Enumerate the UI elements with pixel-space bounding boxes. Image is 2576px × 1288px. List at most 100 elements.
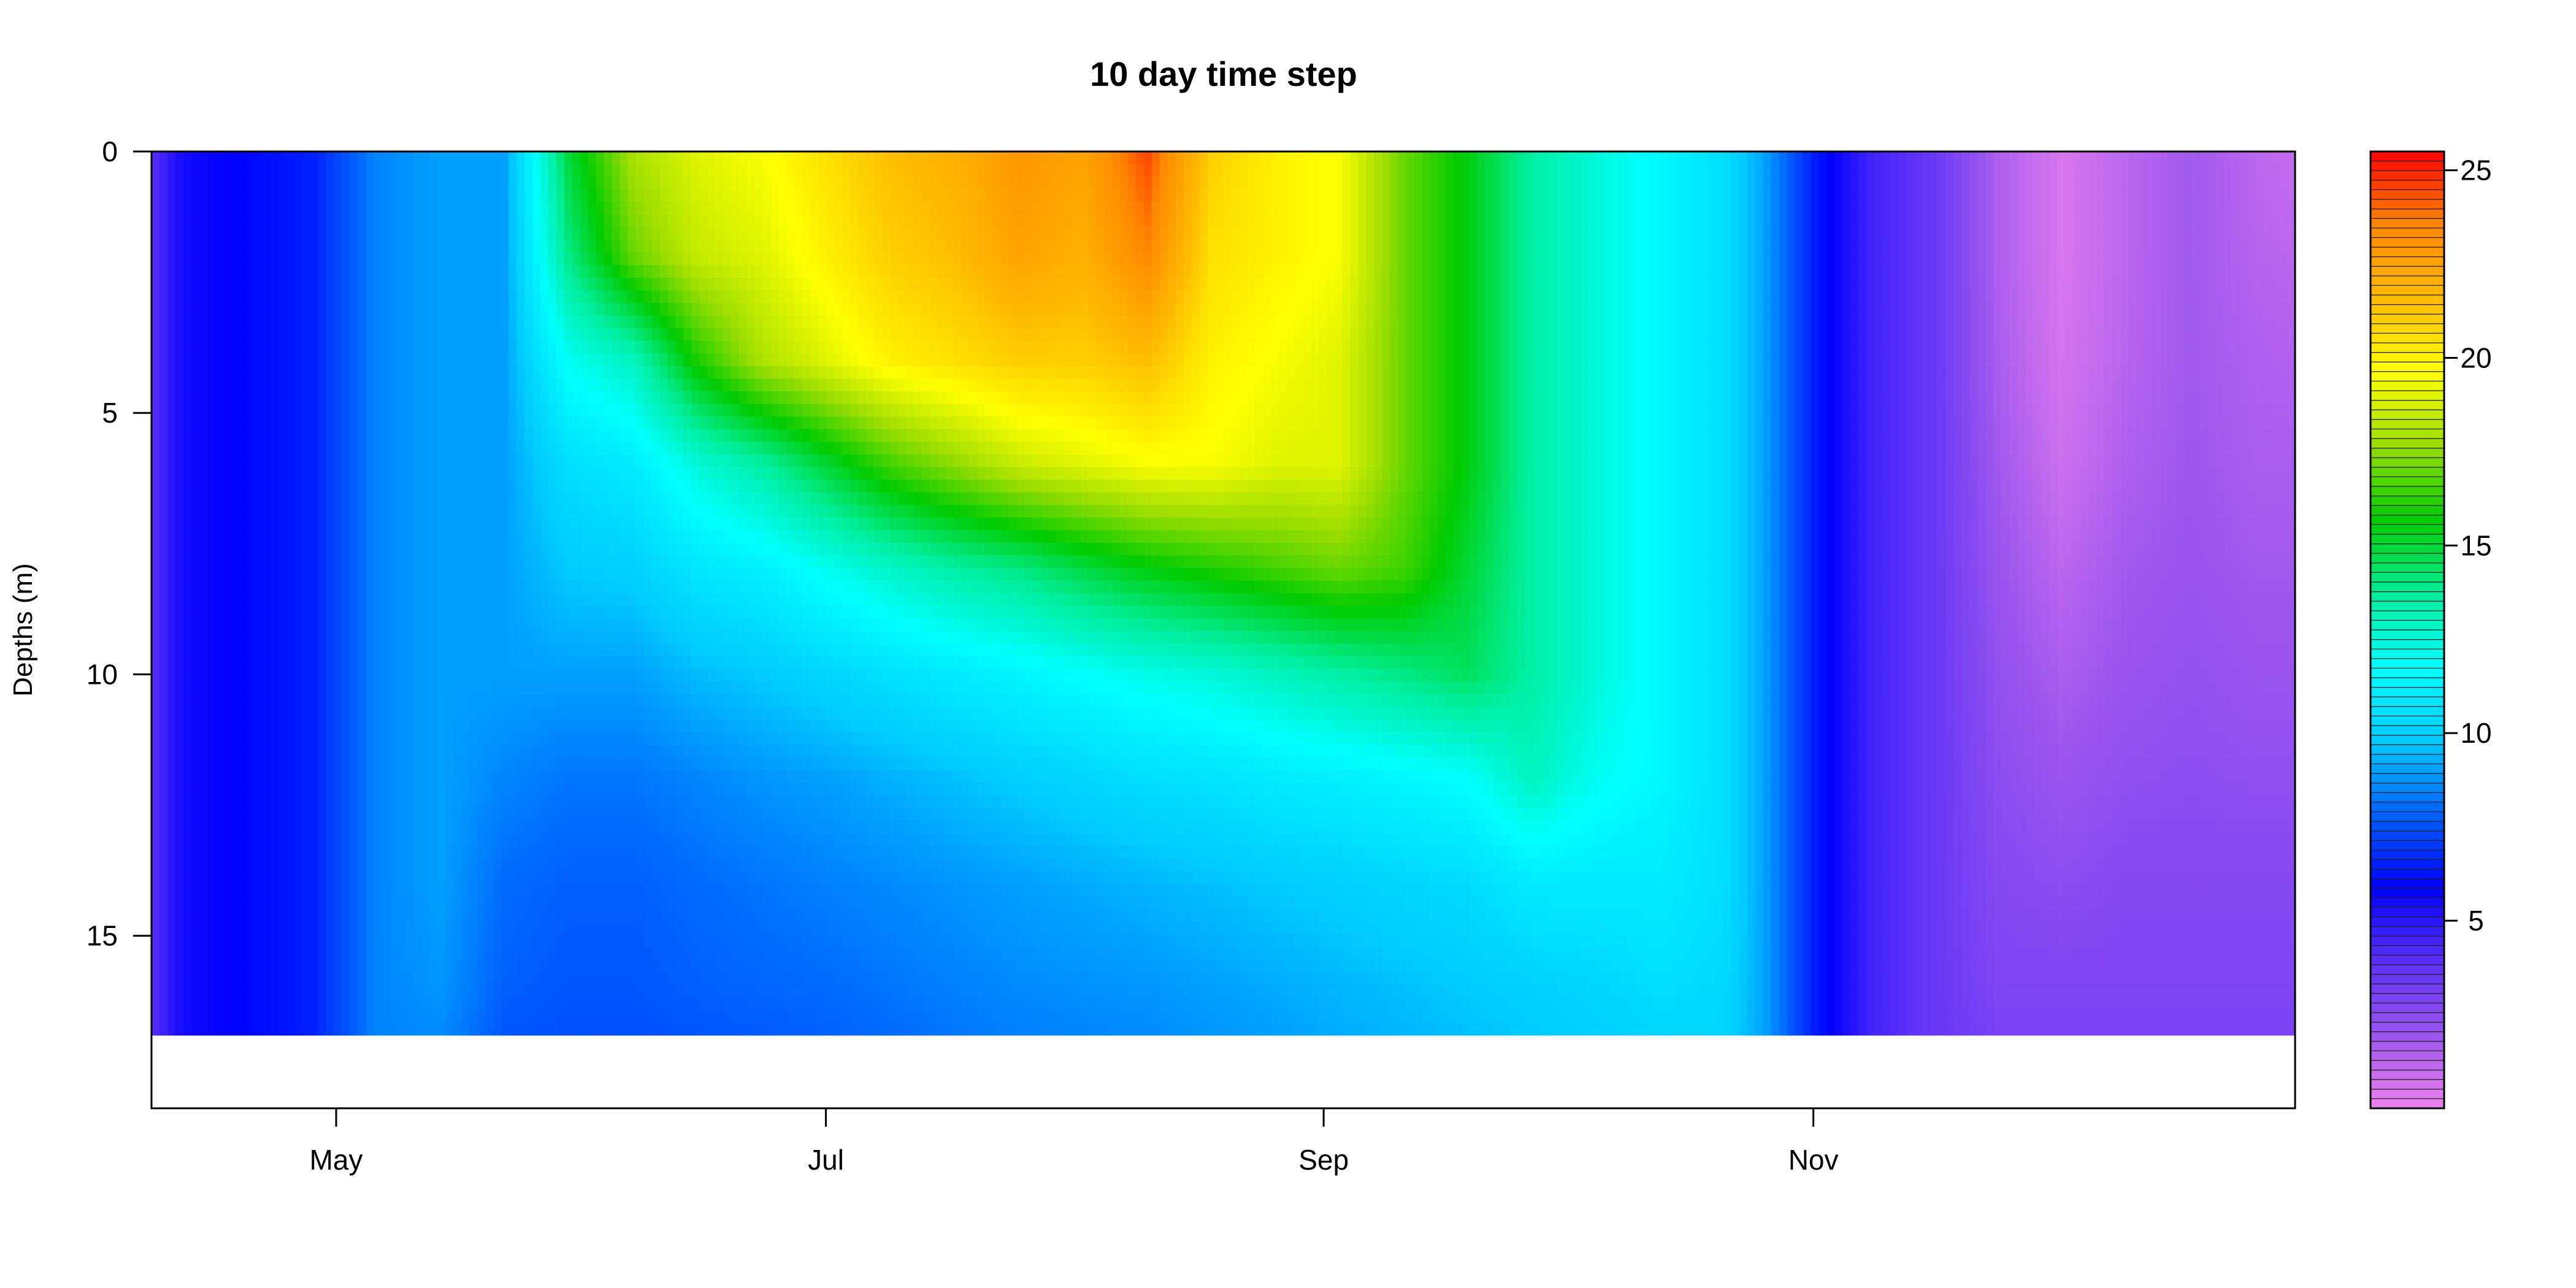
- heatmap-cell: [294, 517, 303, 531]
- heatmap-cell: [588, 442, 597, 455]
- heatmap-cell: [199, 151, 208, 165]
- heatmap-cell: [215, 328, 224, 342]
- heatmap-cell: [516, 467, 526, 480]
- heatmap-cell: [540, 442, 550, 455]
- heatmap-cell: [508, 543, 518, 556]
- heatmap-cell: [635, 265, 645, 278]
- heatmap-cell: [604, 719, 613, 733]
- heatmap-cell: [453, 946, 462, 960]
- heatmap-cell: [659, 808, 669, 821]
- heatmap-cell: [651, 530, 661, 543]
- heatmap-cell: [508, 871, 518, 884]
- heatmap-cell: [667, 757, 677, 771]
- heatmap-cell: [699, 783, 708, 796]
- heatmap-cell: [580, 252, 589, 266]
- heatmap-cell: [374, 555, 383, 569]
- heatmap-cell: [611, 833, 621, 846]
- heatmap-cell: [580, 959, 589, 973]
- heatmap-cell: [635, 214, 645, 228]
- heatmap-cell: [381, 820, 391, 834]
- heatmap-cell: [604, 568, 613, 581]
- heatmap-cell: [278, 820, 287, 834]
- heatmap-cell: [374, 984, 383, 998]
- heatmap-cell: [151, 643, 160, 657]
- heatmap-cell: [604, 984, 613, 998]
- heatmap-cell: [310, 543, 319, 556]
- heatmap-cell: [270, 946, 279, 960]
- heatmap-cell: [167, 681, 176, 695]
- heatmap-cell: [183, 454, 192, 468]
- heatmap-cell: [421, 340, 430, 355]
- heatmap-cell: [445, 151, 454, 165]
- heatmap-cell: [619, 366, 629, 380]
- heatmap-cell: [159, 845, 168, 859]
- heatmap-cell: [334, 1022, 343, 1036]
- heatmap-cell: [207, 833, 216, 846]
- heatmap-cell: [604, 492, 613, 506]
- heatmap-cell: [651, 580, 661, 594]
- heatmap-cell: [540, 277, 550, 291]
- heatmap-cell: [342, 404, 351, 417]
- heatmap-cell: [286, 505, 295, 518]
- heatmap-cell: [366, 391, 375, 405]
- heatmap-cell: [223, 227, 232, 240]
- heatmap-cell: [461, 252, 470, 266]
- heatmap-cell: [500, 202, 510, 215]
- heatmap-cell: [421, 745, 430, 758]
- heatmap-cell: [667, 593, 677, 607]
- heatmap-cell: [326, 908, 335, 922]
- heatmap-cell: [493, 543, 502, 556]
- heatmap-cell: [445, 745, 454, 758]
- heatmap-cell: [318, 997, 327, 1011]
- heatmap-cell: [485, 997, 494, 1011]
- heatmap-cell: [675, 404, 684, 417]
- heatmap-cell: [374, 164, 383, 177]
- heatmap-cell: [453, 543, 462, 556]
- heatmap-cell: [596, 467, 605, 480]
- heatmap-cell: [675, 707, 684, 720]
- heatmap-cell: [334, 972, 343, 986]
- heatmap-cell: [437, 757, 446, 771]
- heatmap-cell: [350, 416, 359, 430]
- heatmap-cell: [556, 240, 565, 253]
- heatmap-cell: [691, 252, 700, 266]
- heatmap-cell: [207, 252, 216, 266]
- heatmap-cell: [429, 656, 438, 670]
- heatmap-cell: [556, 732, 565, 746]
- heatmap-cell: [437, 681, 446, 695]
- heatmap-cell: [405, 871, 414, 884]
- heatmap-cell: [350, 164, 359, 177]
- heatmap-cell: [445, 997, 454, 1011]
- heatmap-cell: [604, 707, 613, 720]
- heatmap-cell: [500, 820, 510, 834]
- heatmap-cell: [302, 795, 311, 808]
- heatmap-cell: [461, 694, 470, 708]
- heatmap-cell: [191, 871, 200, 884]
- heatmap-cell: [619, 467, 629, 480]
- heatmap-cell: [199, 631, 208, 645]
- heatmap-cell: [223, 530, 232, 543]
- heatmap-cell: [239, 833, 248, 846]
- heatmap-cell: [453, 745, 462, 758]
- heatmap-cell: [691, 315, 700, 329]
- heatmap-cell: [358, 378, 367, 392]
- heatmap-cell: [445, 820, 454, 834]
- heatmap-cell: [247, 795, 256, 808]
- heatmap-cell: [294, 669, 303, 683]
- heatmap-cell: [397, 707, 407, 720]
- heatmap-cell: [445, 164, 454, 177]
- heatmap-cell: [699, 214, 708, 228]
- heatmap-cell: [247, 997, 256, 1011]
- heatmap-cell: [532, 694, 542, 708]
- heatmap-cell: [326, 302, 335, 316]
- heatmap-cell: [572, 265, 581, 278]
- heatmap-cell: [207, 555, 216, 569]
- heatmap-cell: [326, 227, 335, 240]
- heatmap-cell: [572, 618, 581, 632]
- heatmap-cell: [683, 328, 692, 342]
- heatmap-cell: [381, 643, 391, 657]
- heatmap-cell: [413, 530, 422, 543]
- heatmap-cell: [691, 783, 700, 796]
- heatmap-cell: [572, 1022, 581, 1036]
- heatmap-cell: [223, 984, 232, 998]
